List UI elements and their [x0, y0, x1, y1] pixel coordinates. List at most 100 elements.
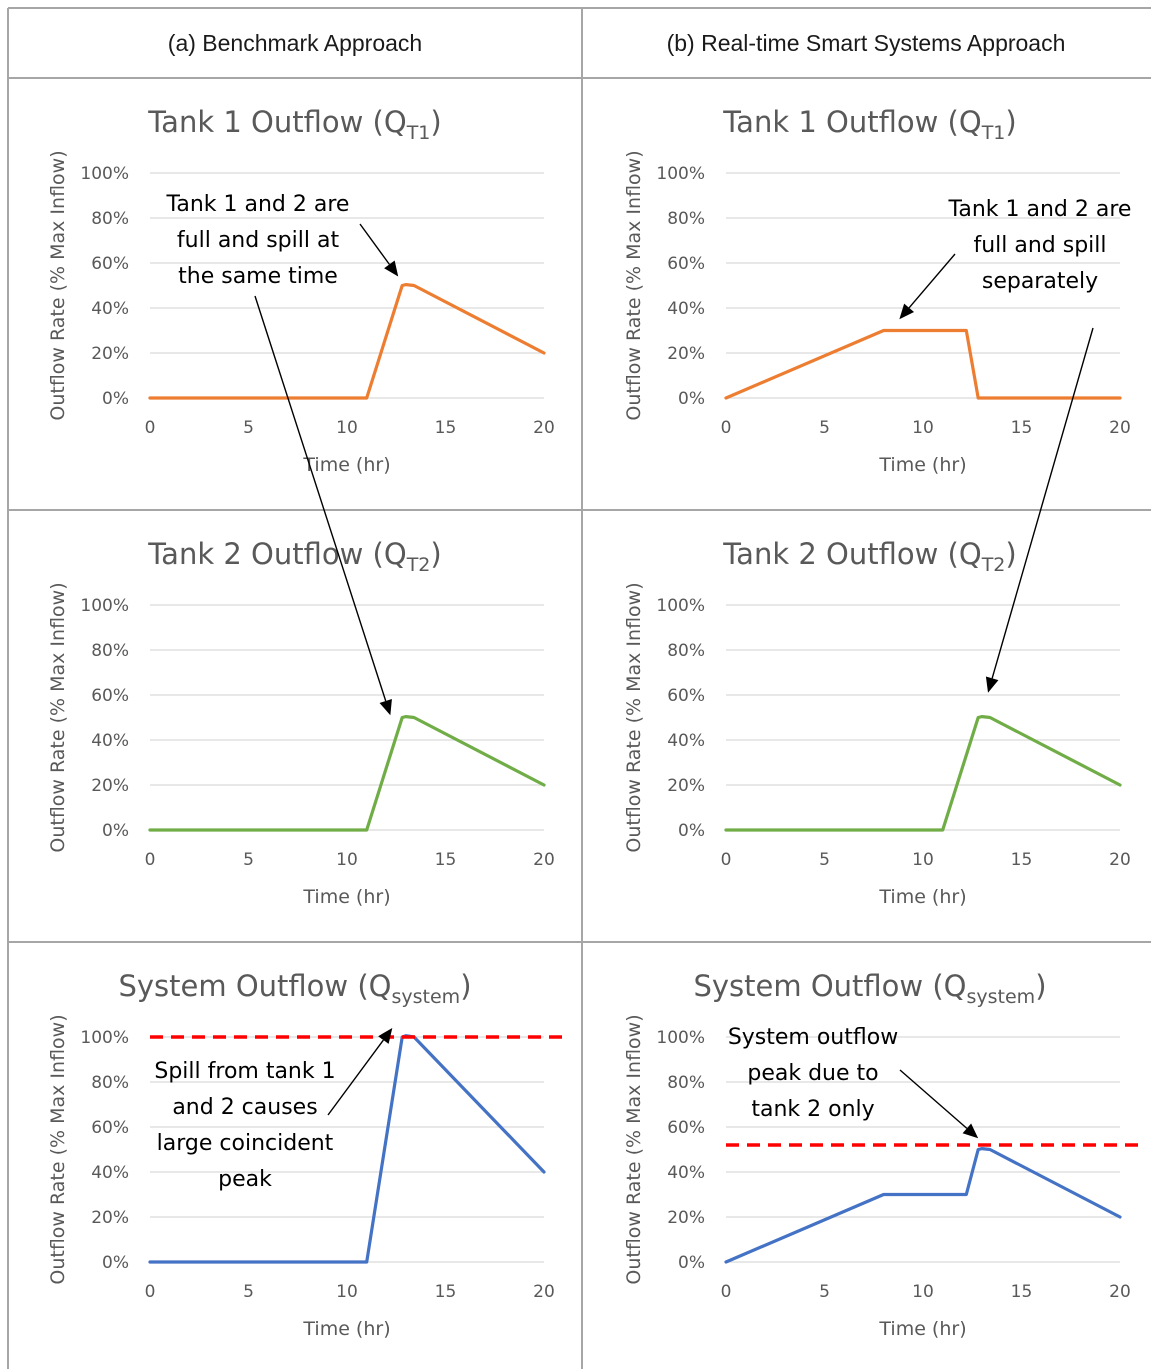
y-tick-label: 60% — [91, 254, 129, 274]
y-tick-label: 80% — [91, 1073, 129, 1093]
y-tick-label: 80% — [667, 641, 705, 661]
x-tick-label: 5 — [819, 418, 830, 438]
x-tick-label: 20 — [1109, 418, 1131, 438]
x-tick-label: 10 — [336, 1282, 358, 1302]
arrow-shaft — [254, 295, 387, 702]
annotation-line: tank 2 only — [751, 1097, 874, 1122]
chart-title-end: ) — [1035, 969, 1046, 1003]
y-tick-label: 100% — [80, 164, 129, 184]
chart-title: Tank 2 Outflow (QT2) — [147, 537, 441, 576]
chart-title-main: Tank 2 Outflow (Q — [722, 537, 981, 571]
annotation-line: full and spill at — [177, 228, 340, 253]
annotation-arrows — [254, 223, 1094, 1139]
x-tick-label: 20 — [533, 850, 555, 870]
arrow-head — [378, 1028, 393, 1044]
arrow-head — [985, 676, 999, 693]
y-tick-label: 40% — [91, 299, 129, 319]
y-tick-label: 100% — [656, 596, 705, 616]
charts-layer: Tank 1 Outflow (QT1)0%20%40%60%80%100%0 5… — [47, 105, 1140, 1340]
y-tick-label: 0% — [678, 389, 705, 409]
chart-title: Tank 1 Outflow (QT1) — [722, 105, 1016, 144]
x-tick-label: 15 — [435, 1282, 457, 1302]
x-tick-label: 0 — [721, 850, 732, 870]
annotation-line: Tank 1 and 2 are — [948, 197, 1132, 222]
y-tick-label: 60% — [667, 686, 705, 706]
annotation-line: separately — [982, 269, 1098, 294]
annotation-line: peak — [218, 1167, 272, 1192]
y-tick-label: 100% — [656, 164, 705, 184]
y-tick-label: 0% — [678, 821, 705, 841]
y-axis-label: Outflow Rate (% Max Inflow) — [47, 150, 69, 420]
y-tick-label: 80% — [91, 209, 129, 229]
chart-b2: Tank 2 Outflow (QT2) 0% 20% 40% 60% 80% 100% 0 5… — [623, 537, 1131, 908]
y-tick-label: 20% — [91, 344, 129, 364]
annotation-line: large coincident — [157, 1131, 334, 1156]
chart-title-subscript: system — [967, 986, 1036, 1008]
chart-title-end: ) — [430, 537, 441, 571]
x-tick-label: 0 — [721, 1282, 732, 1302]
y-tick-label: 20% — [667, 776, 705, 796]
y-tick-label: 40% — [667, 1163, 705, 1183]
y-tick-label: 20% — [91, 1208, 129, 1228]
y-tick-label: 100% — [656, 1028, 705, 1048]
x-tick-label: 5 — [819, 1282, 830, 1302]
y-tick-label: 20% — [667, 1208, 705, 1228]
x-axis-label: Time (hr) — [302, 1318, 390, 1340]
x-axis-label: Time (hr) — [878, 454, 966, 476]
y-tick-label: 0% — [102, 1253, 129, 1273]
x-tick-label: 15 — [435, 418, 457, 438]
arrow-shaft — [908, 253, 956, 309]
chart-title: Tank 2 Outflow (QT2) — [722, 537, 1016, 576]
chart-title-end: ) — [1005, 105, 1016, 139]
series-line-system — [724, 1146, 1122, 1264]
y-tick-label: 80% — [667, 209, 705, 229]
arrow-shaft — [327, 1039, 384, 1116]
annotation-line: Tank 1 and 2 are — [166, 192, 350, 217]
chart-title-main: Tank 2 Outflow (Q — [147, 537, 406, 571]
chart-title: Tank 1 Outflow (QT1) — [147, 105, 441, 144]
arrow-head — [962, 1123, 979, 1139]
x-tick-label: 15 — [435, 850, 457, 870]
y-tick-label: 20% — [91, 776, 129, 796]
arrow-head — [384, 260, 399, 277]
chart-title-main: Tank 1 Outflow (Q — [722, 105, 981, 139]
chart-title-end: ) — [460, 969, 471, 1003]
y-axis-label: Outflow Rate (% Max Inflow) — [47, 582, 69, 852]
arrow-head — [899, 303, 915, 320]
chart-a2: Tank 2 Outflow (QT2) 0% 20% 40% 60% 80% 100% 0 5… — [47, 537, 555, 908]
x-tick-label: 5 — [243, 418, 254, 438]
y-tick-label: 60% — [91, 686, 129, 706]
x-tick-label: 10 — [912, 1282, 934, 1302]
x-tick-label: 15 — [1011, 418, 1033, 438]
chart-title-subscript: T1 — [406, 122, 431, 144]
arrow-shaft — [991, 327, 1094, 679]
y-tick-label: 60% — [91, 1118, 129, 1138]
arrow-b1-flat — [899, 253, 956, 320]
arrow-a3-peak — [327, 1028, 393, 1116]
series-line-tank1 — [724, 328, 1122, 400]
arrow-a1-peak — [359, 223, 399, 277]
chart-b1: Tank 1 Outflow (QT1) 0% 20% 40% 60% 80% 100% 0 5… — [623, 105, 1131, 476]
series-line-tank2 — [148, 714, 546, 832]
x-tick-label: 10 — [336, 418, 358, 438]
annotation-line: System outflow — [728, 1025, 898, 1050]
x-axis-label: Time (hr) — [878, 886, 966, 908]
chart-a1: Tank 1 Outflow (QT1) 0% 20% 40% 60% 80% 100% 0 5… — [47, 105, 555, 476]
arrow-head — [379, 698, 392, 716]
y-tick-label: 60% — [667, 254, 705, 274]
x-tick-label: 10 — [912, 850, 934, 870]
arrow-shaft — [899, 1069, 968, 1129]
chart-title-main: Tank 1 Outflow (Q — [147, 105, 406, 139]
column-header-smart: (b) Real-time Smart Systems Approach — [666, 29, 1066, 56]
x-tick-label: 0 — [145, 850, 156, 870]
y-tick-label: 100% — [80, 1028, 129, 1048]
chart-a3: System Outflow (Qsystem) 0% 20% 40% 60% 80% 10… — [47, 969, 562, 1340]
x-tick-label: 5 — [243, 1282, 254, 1302]
x-tick-label: 10 — [336, 850, 358, 870]
y-tick-label: 80% — [667, 1073, 705, 1093]
x-axis-label: Time (hr) — [302, 454, 390, 476]
x-tick-label: 5 — [819, 850, 830, 870]
column-header-benchmark: (a) Benchmark Approach — [167, 29, 423, 56]
y-tick-label: 40% — [91, 1163, 129, 1183]
